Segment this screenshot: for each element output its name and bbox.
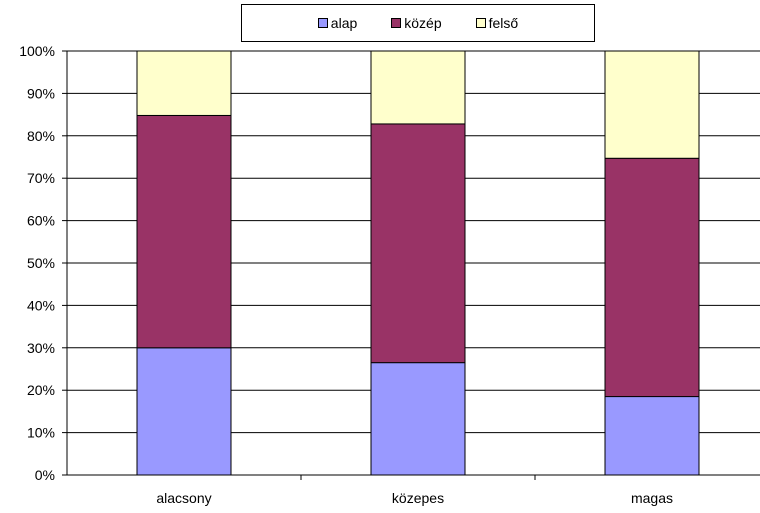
y-tick-label: 30%	[27, 340, 55, 356]
y-tick-label: 20%	[27, 382, 55, 398]
bar-segment-kozep	[604, 157, 700, 398]
y-tick-label: 10%	[27, 425, 55, 441]
y-tick-label: 60%	[27, 213, 55, 229]
y-tick-label: 40%	[27, 297, 55, 313]
bar-segment-felso	[136, 50, 232, 116]
y-tick-label: 80%	[27, 128, 55, 144]
x-tick-label: alacsony	[156, 490, 211, 506]
bar-segment-felso	[370, 50, 466, 125]
legend-swatch-felso	[475, 18, 486, 28]
legend-label-alap: alap	[330, 15, 358, 31]
bar-segment-kozep	[136, 114, 232, 349]
bar-segment-alap	[370, 362, 466, 476]
legend-label-felso: felső	[488, 15, 519, 31]
y-tick-label: 50%	[27, 255, 55, 271]
y-tick-label: 100%	[19, 43, 55, 59]
bar-segment-felso	[604, 50, 700, 159]
legend-label-kozep: közép	[404, 15, 442, 31]
legend-item-kozep: közép	[391, 15, 442, 31]
legend-item-felso: felső	[475, 15, 519, 31]
y-tick-label: 70%	[27, 170, 55, 186]
bar-segment-kozep	[370, 123, 466, 364]
legend-swatch-alap	[317, 18, 328, 28]
chart-legend: alap közép felső	[241, 4, 595, 42]
legend-item-alap: alap	[317, 15, 358, 31]
x-tick-label: közepes	[392, 490, 444, 506]
x-tick-label: magas	[631, 490, 673, 506]
legend-swatch-kozep	[391, 18, 402, 28]
bar-segment-alap	[136, 347, 232, 476]
y-tick-label: 90%	[27, 85, 55, 101]
bar-segment-alap	[604, 396, 700, 476]
y-tick-label: 0%	[35, 467, 55, 483]
